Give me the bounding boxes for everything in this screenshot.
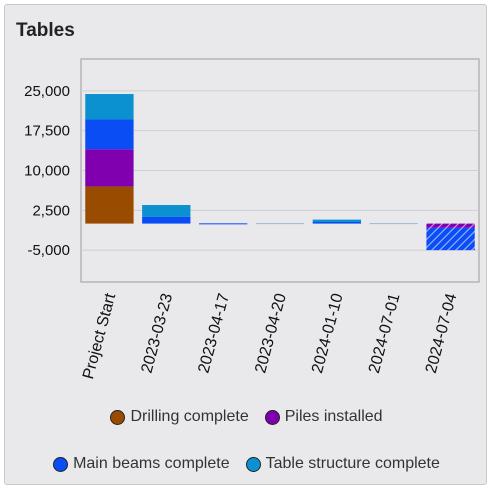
bar-main-beams-complete-project-start: [85, 119, 134, 150]
x-tick-label: Project Start: [80, 291, 119, 381]
legend-swatch-piles-installed: [264, 409, 280, 425]
legend-item-main-beams-complete[interactable]: Main beams complete: [53, 455, 230, 473]
bar-main-beams-complete-2023-04-17: [198, 223, 248, 225]
bar-drilling-complete-project-start: [85, 186, 134, 224]
bar-table-structure-complete-2024-01-10: [312, 219, 362, 223]
x-tick-label: 2023-03-23: [139, 292, 177, 376]
bar-main-beams-complete-2024-07-04: [426, 227, 475, 251]
bar-piles-installed-2024-07-04: [426, 223, 475, 228]
y-tick-label: 2,500: [32, 202, 70, 219]
legend-label: Table structure complete: [265, 455, 440, 472]
legend-row-1: Drilling complete Piles installed: [5, 408, 488, 426]
bar-piles-installed-project-start: [85, 149, 134, 187]
x-tick-label: 2024-07-04: [423, 292, 461, 376]
legend-swatch-table-structure-complete: [245, 456, 261, 472]
y-tick-label: -5,000: [27, 242, 70, 259]
bar-table-structure-complete-2023-03-23: [142, 205, 191, 217]
legend-label: Main beams complete: [73, 455, 230, 472]
x-tick-label: 2023-04-17: [195, 292, 233, 376]
bar-table-structure-complete-project-start: [85, 94, 134, 120]
bar-main-beams-complete-2023-03-23: [142, 216, 191, 224]
x-tick-label: 2024-01-10: [309, 292, 347, 376]
legend-item-table-structure-complete[interactable]: Table structure complete: [245, 455, 440, 473]
legend-swatch-main-beams-complete: [53, 456, 69, 472]
legend-row-2: Main beams complete Table structure compl…: [5, 455, 488, 473]
legend-label: Piles installed: [284, 408, 383, 425]
chart-title: Tables: [16, 20, 75, 41]
chart-svg: 25,000 17,500 10,000 2,500 -5,000 Project Sta…: [24, 58, 480, 381]
bar-main-beams-complete-2024-01-10: [312, 222, 362, 224]
legend-item-piles-installed[interactable]: Piles installed: [264, 408, 383, 426]
legend-item-drilling-complete[interactable]: Drilling complete: [110, 408, 249, 426]
y-tick-label: 10,000: [24, 163, 70, 180]
legend-label: Drilling complete: [130, 408, 249, 425]
y-tick-label: 17,500: [24, 123, 70, 140]
chart-card: Tables 25,000 17,500 10,000 2,500 -5,000 Proj…: [4, 4, 487, 485]
x-tick-label: 2024-07-01: [366, 292, 404, 376]
y-tick-label: 25,000: [24, 83, 70, 100]
x-tick-label: 2023-04-20: [252, 292, 290, 376]
legend-swatch-drilling-complete: [110, 409, 126, 425]
